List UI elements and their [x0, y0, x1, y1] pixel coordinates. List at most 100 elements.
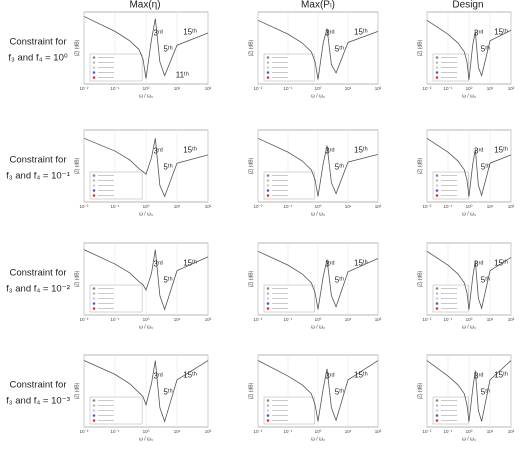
legend-marker [266, 419, 270, 422]
x-tick-label: 10⁻² [80, 317, 89, 322]
legend-marker [266, 61, 270, 64]
annotation: 15ᵗʰ [354, 258, 368, 267]
x-axis-label: ω / ω₀ [311, 211, 325, 217]
annotation: 5ᵗʰ [163, 388, 172, 397]
annotation: 3ʳᵈ [474, 147, 483, 156]
x-tick-label: 10⁻² [254, 317, 263, 322]
legend-marker [266, 302, 270, 305]
legend-marker [92, 174, 96, 177]
y-axis-label: |Z| (dB) [248, 39, 254, 56]
annotation: 15ᵗʰ [183, 258, 197, 267]
annotation: 15ᵗʰ [354, 370, 368, 379]
x-tick-label: 10⁰ [143, 317, 150, 322]
legend-marker [266, 189, 270, 192]
x-tick-label: 10¹ [174, 429, 181, 434]
legend-marker [266, 414, 270, 417]
x-tick-label: 10⁻² [254, 429, 263, 434]
annotation: 3ʳᵈ [325, 147, 334, 156]
x-tick-label: 10⁻² [423, 204, 432, 209]
x-tick-label: 10⁰ [466, 86, 473, 91]
legend-marker [266, 56, 270, 59]
annotation: 3ʳᵈ [325, 372, 334, 381]
row-label: Constraint for [9, 37, 66, 48]
line-series [257, 19, 379, 80]
legend-marker [266, 287, 270, 290]
x-tick-label: 10⁻¹ [444, 86, 453, 91]
legend-marker [435, 297, 439, 300]
legend-marker [92, 409, 96, 412]
x-tick-label: 10¹ [345, 429, 352, 434]
legend-marker [435, 404, 439, 407]
legend-marker [92, 307, 96, 310]
annotation: 5ᵗʰ [163, 276, 172, 285]
column-title: Max(Pₗ) [301, 0, 335, 11]
legend-marker [435, 56, 439, 59]
legend-marker [266, 174, 270, 177]
legend-marker [266, 307, 270, 310]
legend-marker [435, 71, 439, 74]
legend-marker [435, 66, 439, 69]
x-tick-label: 10⁻¹ [444, 429, 453, 434]
legend [263, 284, 315, 313]
legend-marker [435, 302, 439, 305]
line-series [426, 19, 512, 80]
x-tick-label: 10⁰ [143, 429, 150, 434]
x-tick-label: 10⁻¹ [444, 204, 453, 209]
annotation: 3ʳᵈ [153, 147, 162, 156]
x-tick-label: 10⁰ [466, 204, 473, 209]
line-series [83, 249, 209, 311]
x-tick-label: 10⁻¹ [284, 317, 293, 322]
row-label: f₃ and f₄ = 10⁻¹ [6, 171, 70, 182]
x-tick-label: 10² [508, 317, 515, 322]
y-axis-label: |Z| (dB) [417, 270, 423, 287]
x-tick-label: 10⁻² [423, 317, 432, 322]
x-tick-label: 10² [205, 429, 212, 434]
line-series [257, 137, 379, 197]
x-tick-label: 10² [205, 86, 212, 91]
row-label: f₃ and f₄ = 10⁻³ [6, 396, 70, 407]
annotation: 15ᵗʰ [494, 27, 508, 36]
x-axis-label: ω / ω₀ [139, 324, 153, 330]
x-tick-label: 10² [375, 204, 382, 209]
y-axis-label: |Z| (dB) [248, 157, 254, 174]
annotation: 3ʳᵈ [474, 372, 483, 381]
x-axis-label: ω / ω₀ [462, 211, 476, 217]
x-axis-label: ω / ω₀ [462, 93, 476, 99]
line-series [83, 16, 209, 79]
legend-marker [92, 297, 96, 300]
x-tick-label: 10⁻² [423, 86, 432, 91]
x-tick-label: 10⁻¹ [284, 86, 293, 91]
annotation: 5ᵗʰ [335, 163, 344, 172]
x-tick-label: 10² [205, 204, 212, 209]
x-tick-label: 10⁰ [315, 204, 322, 209]
x-tick-label: 10⁰ [466, 317, 473, 322]
column-title: Max(η) [129, 0, 160, 11]
annotation: 3ʳᵈ [325, 260, 334, 269]
legend-marker [266, 194, 270, 197]
legend-marker [266, 297, 270, 300]
annotation: 5ᵗʰ [481, 163, 490, 172]
annotation: 11ᵗʰ [176, 70, 189, 79]
annotation: 15ᵗʰ [183, 27, 197, 36]
legend-marker [92, 302, 96, 305]
legend [89, 171, 143, 200]
x-tick-label: 10⁰ [466, 429, 473, 434]
legend-marker [435, 184, 439, 187]
legend-marker [435, 419, 439, 422]
legend-marker [92, 71, 96, 74]
y-axis-label: |Z| (dB) [74, 39, 80, 56]
legend-marker [435, 414, 439, 417]
annotation: 3ʳᵈ [153, 260, 162, 269]
x-tick-label: 10¹ [345, 317, 352, 322]
x-tick-label: 10¹ [487, 204, 494, 209]
legend-marker [92, 76, 96, 79]
x-tick-label: 10² [375, 317, 382, 322]
legend-marker [92, 419, 96, 422]
annotation: 3ʳᵈ [153, 372, 162, 381]
annotation: 15ᵗʰ [354, 145, 368, 154]
legend [89, 396, 143, 425]
x-tick-label: 10² [508, 204, 515, 209]
legend-marker [92, 66, 96, 69]
x-axis-label: ω / ω₀ [311, 93, 325, 99]
y-axis-label: |Z| (dB) [74, 270, 80, 287]
